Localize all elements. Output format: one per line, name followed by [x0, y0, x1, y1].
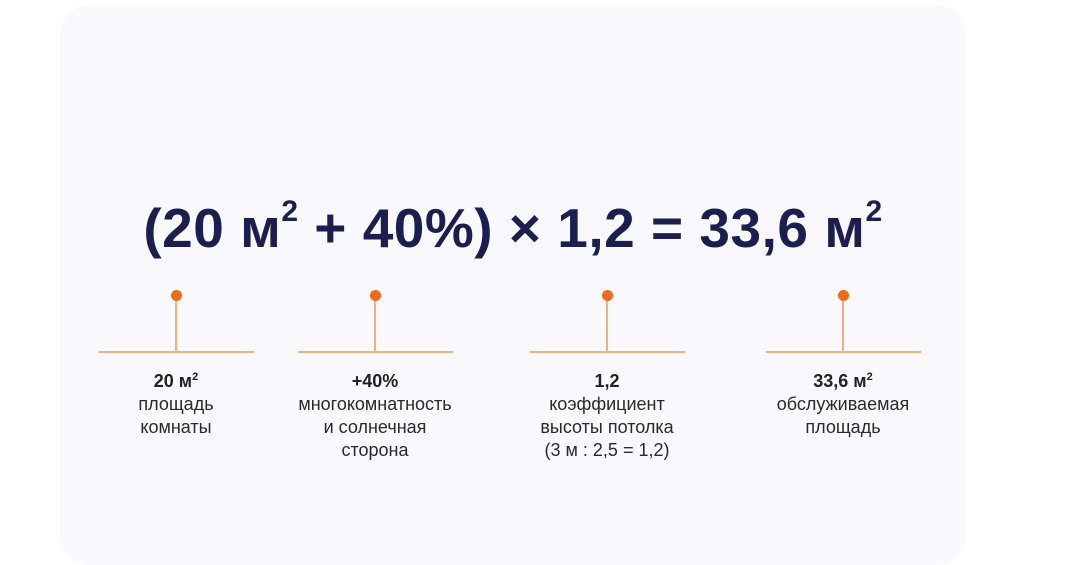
term-room-area: 20 м2 площадь комнаты — [76, 290, 276, 439]
term-desc: площадь — [138, 394, 214, 414]
term-value: 33,6 м2 — [813, 371, 873, 391]
formula-part: + 40%) × 1,2 = 33,6 м — [298, 197, 866, 259]
marker-dot — [369, 290, 381, 301]
connector-line — [175, 301, 177, 351]
term-desc: сторона — [341, 440, 409, 460]
term-multiroom: +40% многокомнатность и солнечная сторон… — [275, 290, 475, 462]
term-desc: и солнечная — [323, 417, 427, 437]
marker-dot — [601, 290, 613, 301]
term-desc: высоты потолка — [540, 417, 674, 437]
card — [60, 5, 966, 565]
baseline-divider — [765, 351, 921, 353]
formula-superscript: 2 — [281, 195, 299, 228]
term-value: 20 м2 — [153, 371, 199, 391]
baseline-divider — [98, 351, 254, 353]
term-value: +40% — [351, 371, 399, 391]
baseline-divider — [297, 351, 453, 353]
term-desc: многокомнатность — [298, 394, 452, 414]
term-desc: площадь — [805, 417, 881, 437]
term-desc: коэффициент — [549, 394, 665, 414]
term-desc: комнаты — [140, 417, 212, 437]
connector-line — [374, 301, 376, 351]
marker-dot — [170, 290, 182, 301]
formula-superscript: 2 — [865, 195, 883, 228]
marker-dot — [837, 290, 849, 301]
connector-line — [606, 301, 608, 351]
formula: (20 м2 + 40%) × 1,2 = 33,6 м2 — [60, 196, 966, 260]
term-served-area: 33,6 м2 обслуживаемая площадь — [743, 290, 943, 439]
formula-part: (20 м — [143, 197, 282, 259]
term-desc: обслуживаемая — [776, 394, 910, 414]
baseline-divider — [529, 351, 685, 353]
term-value: 1,2 — [594, 371, 620, 391]
connector-line — [842, 301, 844, 351]
term-ceiling-coefficient: 1,2 коэффициент высоты потолка (3 м : 2,… — [507, 290, 707, 462]
term-desc: (3 м : 2,5 = 1,2) — [544, 440, 670, 460]
